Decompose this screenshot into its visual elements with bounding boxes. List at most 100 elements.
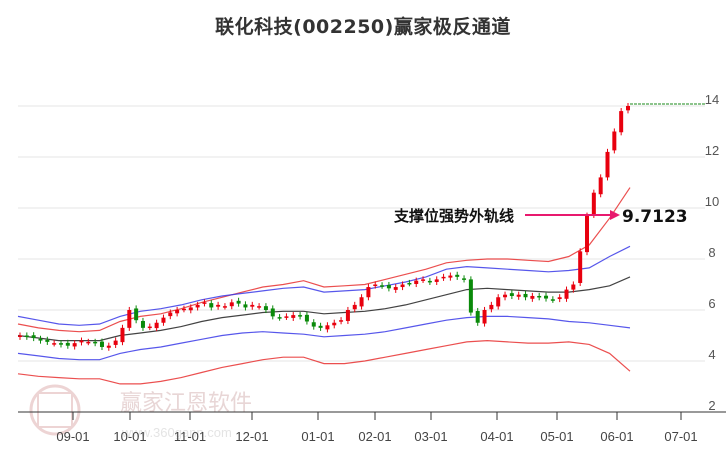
x-axis-ticks: 09-01 10-01 11-01 12-01 01-01 02-01 03-01 04-01… <box>56 412 698 444</box>
candle-body <box>31 335 36 339</box>
candle-body <box>564 289 569 299</box>
x-tick-label: 04-01 <box>480 429 513 444</box>
y-tick-label: 6 <box>708 296 715 311</box>
candle-body <box>598 177 603 195</box>
candle-body <box>373 284 378 286</box>
candle-body <box>339 320 344 322</box>
candle-body <box>537 295 542 298</box>
candle-body <box>626 106 630 111</box>
x-tick-label: 02-01 <box>358 429 391 444</box>
candle-body <box>113 340 118 345</box>
candlesticks <box>18 102 630 351</box>
y-tick-label: 4 <box>708 347 715 362</box>
candle-body <box>475 311 480 323</box>
candle-body <box>325 325 330 330</box>
candle-body <box>571 284 576 290</box>
candle-body <box>366 287 371 298</box>
candle-body <box>304 314 309 322</box>
candle-body <box>448 275 453 278</box>
candle-body <box>359 297 364 307</box>
candle-body <box>332 322 337 326</box>
candle-body <box>509 293 514 296</box>
candle-body <box>468 279 473 313</box>
watermark-url: www.360gann.com <box>121 425 232 440</box>
candle-body <box>263 306 268 310</box>
candle-body <box>120 327 125 343</box>
outer-lower-band <box>17 339 631 385</box>
candle-body <box>619 111 624 133</box>
candle-body <box>380 285 385 287</box>
candle-body <box>482 310 487 324</box>
candle-body <box>550 299 555 301</box>
x-tick-label: 10-01 <box>113 429 146 444</box>
x-tick-label: 05-01 <box>540 429 573 444</box>
outer-upper-band <box>17 187 631 333</box>
candle-body <box>106 345 111 348</box>
candle-body <box>557 297 562 300</box>
candle-body <box>318 325 323 328</box>
candle-body <box>612 131 617 151</box>
support-annotation: 支撑位强势外轨线 9.7123 <box>393 207 688 227</box>
candle-body <box>421 279 426 281</box>
candle-body <box>277 317 282 319</box>
candle-body <box>147 326 152 329</box>
candle-body <box>578 251 583 283</box>
y-tick-label: 2 <box>708 398 715 413</box>
candle-body <box>503 294 508 298</box>
candle-body <box>345 310 350 321</box>
candle-body <box>18 335 22 337</box>
candle-body <box>209 303 214 308</box>
y-tick-label: 8 <box>708 245 715 260</box>
candle-body <box>257 306 262 308</box>
x-tick-label: 11-01 <box>174 429 206 444</box>
candle-body <box>24 335 29 337</box>
candle-body <box>38 338 43 341</box>
candle-body <box>229 302 234 307</box>
candle-body <box>52 343 57 345</box>
candle-body <box>530 295 535 299</box>
x-tick-label: 01-01 <box>301 429 334 444</box>
candle-body <box>462 278 467 280</box>
candle-body <box>393 287 398 290</box>
candle-body <box>202 302 207 304</box>
y-tick-label: 10 <box>705 194 719 209</box>
candle-body <box>489 304 494 310</box>
candle-body <box>455 274 460 277</box>
candle-body <box>188 307 193 311</box>
candle-body <box>270 308 275 317</box>
x-tick-label: 09-01 <box>56 429 89 444</box>
candle-body <box>496 297 501 307</box>
candle-body <box>86 341 91 344</box>
candle-body <box>427 280 432 283</box>
candle-body <box>140 320 145 328</box>
annotation-label: 支撑位强势外轨线 <box>393 207 514 225</box>
candle-body <box>291 315 296 318</box>
arrow-head-icon <box>610 210 620 220</box>
candle-body <box>154 322 159 329</box>
candle-body <box>93 341 98 344</box>
candle-body <box>311 322 316 327</box>
y-tick-label: 14 <box>705 92 719 107</box>
candle-body <box>250 304 255 307</box>
candle-body <box>216 304 221 307</box>
y-tick-label: 12 <box>705 143 719 158</box>
inner-upper-band <box>17 245 631 326</box>
candle-body <box>45 339 50 342</box>
candle-body <box>298 315 303 317</box>
x-tick-label: 03-01 <box>414 429 447 444</box>
candle-body <box>352 304 357 310</box>
x-tick-label: 12-01 <box>235 429 268 444</box>
candle-body <box>181 308 186 311</box>
x-tick-label: 07-01 <box>664 429 697 444</box>
annotation-value: 9.7123 <box>622 207 688 227</box>
candle-body <box>516 294 521 297</box>
x-tick-label: 06-01 <box>600 429 633 444</box>
candle-body <box>127 310 132 328</box>
candle-body <box>544 295 549 299</box>
grid-lines <box>18 105 705 362</box>
candle-body <box>72 343 77 347</box>
candle-body <box>243 304 248 308</box>
middle-line <box>17 276 631 342</box>
candle-body <box>175 310 180 314</box>
